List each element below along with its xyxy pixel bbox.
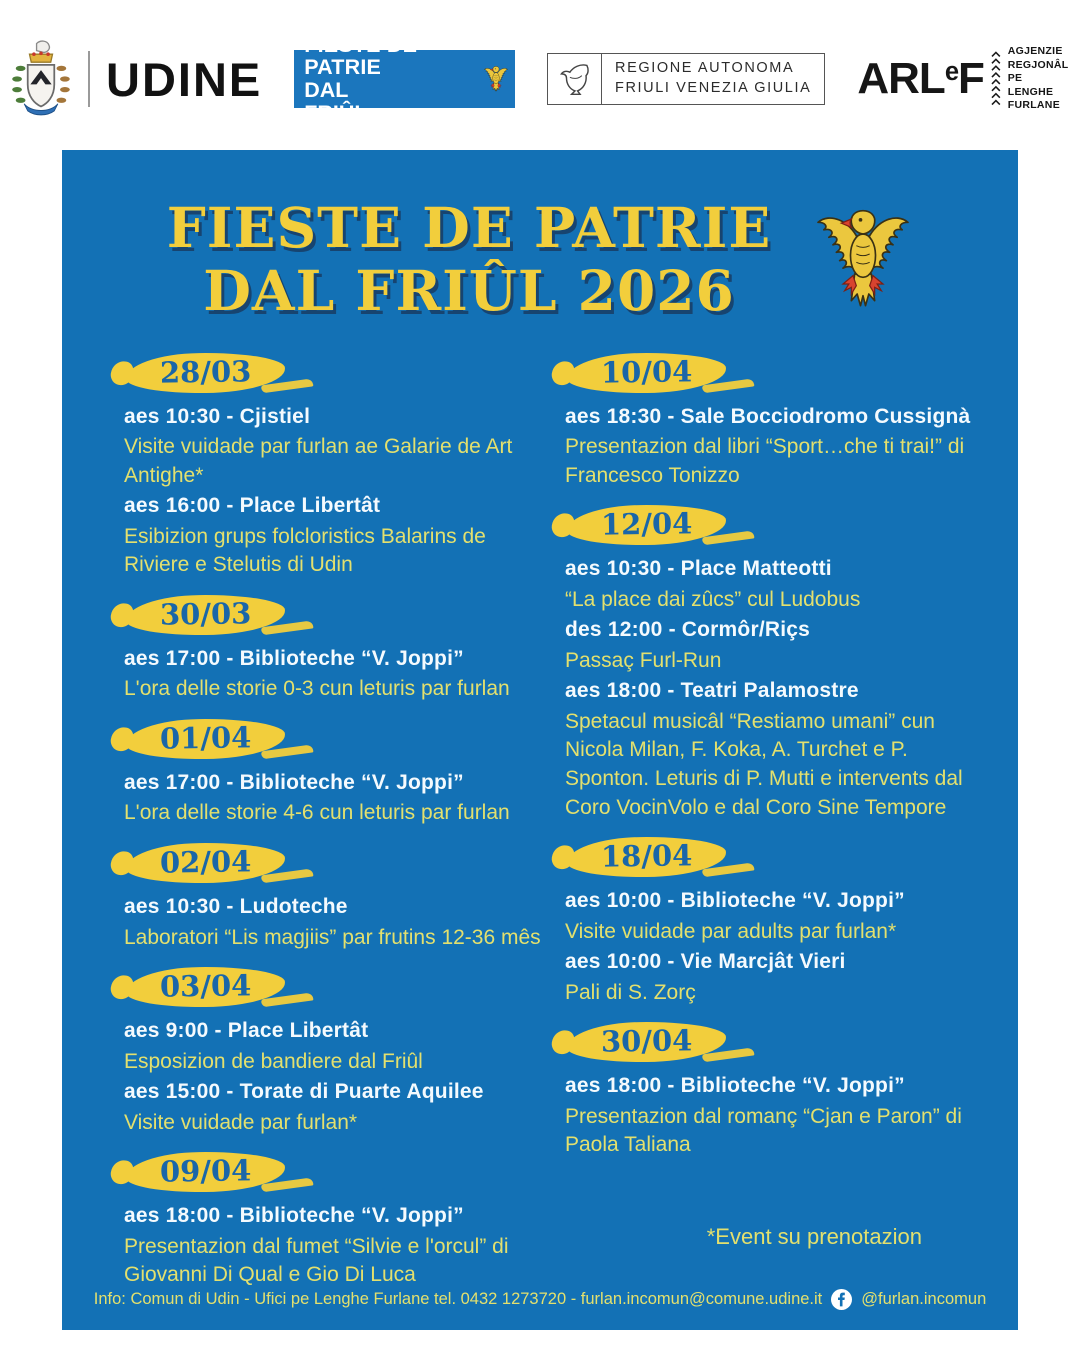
- fieste-badge-line1: FIESTE DE PATRIE: [304, 32, 418, 80]
- regione-fvg-logo: REGIONE AUTONOMA FRIULI VENEZIA GIULIA: [547, 53, 826, 105]
- fieste-badge-line2: DAL FRIÛL: [304, 78, 368, 125]
- friuli-eagle-icon: [813, 200, 913, 318]
- event-time: aes 18:00 - Biblioteche “V. Joppi”: [565, 1074, 905, 1098]
- date-badge: 01/04: [125, 717, 286, 760]
- event-section-18-04: 18/04 aes 10:00 - Biblioteche “V. Joppi”…: [565, 835, 990, 1007]
- event-desc: Passaç Furl-Run: [565, 648, 722, 672]
- event-section-30-04: 30/04 aes 18:00 - Biblioteche “V. Joppi”…: [565, 1021, 990, 1160]
- poster-title-line2: DAL FRIÛL 2026: [203, 258, 735, 324]
- event-time: aes 10:30 - Place Matteotti: [565, 557, 832, 581]
- event-section-02-04: 02/04 aes 10:30 - Ludoteche Laboratori “…: [124, 841, 549, 952]
- event-section-28-03: 28/03 aes 10:30 - Cjistiel Visite vuidad…: [124, 351, 549, 580]
- event-time: aes 10:30 - Ludoteche: [124, 894, 348, 918]
- event-time: aes 10:00 - Vie Marcjât Vieri: [565, 950, 846, 974]
- event-desc: “La place dai zûcs” cul Ludobus: [565, 587, 861, 611]
- event-desc: Esposizion de bandiere dal Friûl: [124, 1049, 423, 1073]
- chevron-column-icon: [991, 51, 1001, 106]
- arlef-logo: ARLeF AGJENZIE REGJONÂL PE LENGHE FURLAN…: [857, 45, 1070, 113]
- event-time: aes 10:00 - Biblioteche “V. Joppi”: [565, 889, 905, 913]
- regione-line2: FRIULI VENEZIA GIULIA: [615, 80, 812, 96]
- event-time: aes 15:00 - Torate di Puarte Aquilee: [124, 1080, 484, 1104]
- event-section-01-04: 01/04 aes 17:00 - Biblioteche “V. Joppi”…: [124, 717, 549, 828]
- fieste-badge-text: FIESTE DE PATRIE DAL FRIÛL Cui contribût…: [304, 34, 479, 124]
- regione-eagle-icon: [559, 64, 589, 96]
- event-section-10-04: 10/04 aes 18:30 - Sale Bocciodromo Cussi…: [565, 351, 990, 491]
- events-left-column: 28/03 aes 10:30 - Cjistiel Visite vuidad…: [124, 351, 549, 1305]
- udine-wordmark: UDINE: [106, 52, 263, 106]
- date-badge: 10/04: [566, 351, 727, 394]
- event-time: aes 17:00 - Biblioteche “V. Joppi”: [124, 770, 464, 794]
- regione-name: REGIONE AUTONOMA FRIULI VENEZIA GIULIA: [602, 54, 824, 104]
- regione-eagle-cell: [548, 54, 602, 104]
- poster-title: FIESTE DE PATRIE DAL FRIÛL 2026: [167, 196, 771, 323]
- event-section-12-04: 12/04 aes 10:30 - Place Matteotti “La pl…: [565, 504, 990, 822]
- date-badge: 03/04: [125, 965, 286, 1009]
- event-desc: Presentazion dal fumet “Silvie e l'orcul…: [124, 1234, 509, 1287]
- event-desc: Esibizion grups folcloristics Balarins d…: [124, 524, 486, 577]
- event-time: des 12:00 - Cormôr/Riçs: [565, 618, 811, 642]
- event-desc: Presentazion dal libri “Sport…che ti tra…: [565, 435, 965, 487]
- footer-info-bar: Info: Comun di Udin - Ufici pe Lenghe Fu…: [62, 1289, 1018, 1310]
- udine-coat-of-arms-icon: [12, 40, 70, 116]
- event-section-09-04: 09/04 aes 18:00 - Biblioteche “V. Joppi”…: [124, 1151, 549, 1290]
- date-badge: 12/04: [566, 504, 727, 547]
- event-time: aes 16:00 - Place Libertât: [124, 494, 381, 518]
- event-time: aes 10:30 - Cjistiel: [124, 404, 311, 428]
- arlef-wordmark: ARLeF: [857, 53, 985, 103]
- date-badge: 18/04: [566, 835, 727, 879]
- udine-logo: UDINE: [10, 37, 262, 121]
- event-desc: Visite vuidade par furlan ae Galarie de …: [124, 435, 513, 487]
- event-time: aes 18:00 - Teatri Palamostre: [565, 679, 859, 703]
- poster-title-line1: FIESTE DE PATRIE: [166, 195, 772, 260]
- date-badge: 30/04: [566, 1021, 727, 1064]
- event-time: aes 18:00 - Biblioteche “V. Joppi”: [124, 1204, 464, 1228]
- regione-line1: REGIONE AUTONOMA: [615, 60, 795, 77]
- event-desc: Pali di S. Zorç: [565, 980, 696, 1004]
- event-time: aes 9:00 - Place Libertât: [124, 1019, 369, 1043]
- events-grid: 28/03 aes 10:30 - Cjistiel Visite vuidad…: [62, 323, 1018, 1305]
- event-section-30-03: 30/03 aes 17:00 - Biblioteche “V. Joppi”…: [124, 593, 549, 704]
- event-desc: Visite vuidade par furlan*: [124, 1110, 358, 1134]
- footnote: *Event su prenotazion: [706, 1224, 922, 1249]
- fieste-badge-note: Cui contribût de L.R. 6/2015: [398, 113, 479, 121]
- event-time: aes 17:00 - Biblioteche “V. Joppi”: [124, 646, 464, 670]
- footer-info: Info: Comun di Udin - Ufici pe Lenghe Fu…: [93, 1290, 823, 1308]
- logo-bar: UDINE FIESTE DE PATRIE DAL FRIÛL Cui con…: [0, 0, 1080, 150]
- friuli-eagle-icon: [483, 60, 509, 98]
- event-section-03-04: 03/04 aes 9:00 - Place Libertât Esposizi…: [124, 965, 549, 1137]
- date-badge: 30/03: [125, 593, 286, 636]
- date-badge: 09/04: [125, 1151, 286, 1194]
- events-right-column: 10/04 aes 18:30 - Sale Bocciodromo Cussi…: [565, 351, 990, 1305]
- date-badge: 28/03: [125, 351, 286, 394]
- event-desc: L'ora delle storie 0-3 cun leturis par f…: [124, 677, 510, 701]
- facebook-icon: [831, 1289, 853, 1310]
- divider: [88, 51, 90, 107]
- date-badge: 02/04: [125, 841, 286, 885]
- event-time: aes 18:30 - Sale Bocciodromo Cussignà: [565, 404, 971, 428]
- social-handle: @furlan.incomun: [861, 1290, 987, 1308]
- event-desc: Visite vuidade par adults par furlan*: [565, 919, 897, 943]
- event-desc: Spetacul musicâl “Restiamo umani” cun Ni…: [565, 709, 963, 819]
- poster-title-block: FIESTE DE PATRIE DAL FRIÛL 2026: [62, 150, 1018, 323]
- arlef-tagline: AGJENZIE REGJONÂL PE LENGHE FURLANE: [1007, 44, 1069, 112]
- event-desc: L'ora delle storie 4-6 cun leturis par f…: [124, 801, 510, 825]
- event-desc: Laboratori “Lis magjiis” par frutins 12-…: [124, 925, 541, 949]
- poster-panel: FIESTE DE PATRIE DAL FRIÛL 2026 28/03 ae…: [62, 150, 1018, 1330]
- fieste-de-patrie-badge: FIESTE DE PATRIE DAL FRIÛL Cui contribût…: [294, 34, 515, 124]
- event-desc: Presentazion dal romanç “Cjan e Paron” d…: [565, 1104, 962, 1157]
